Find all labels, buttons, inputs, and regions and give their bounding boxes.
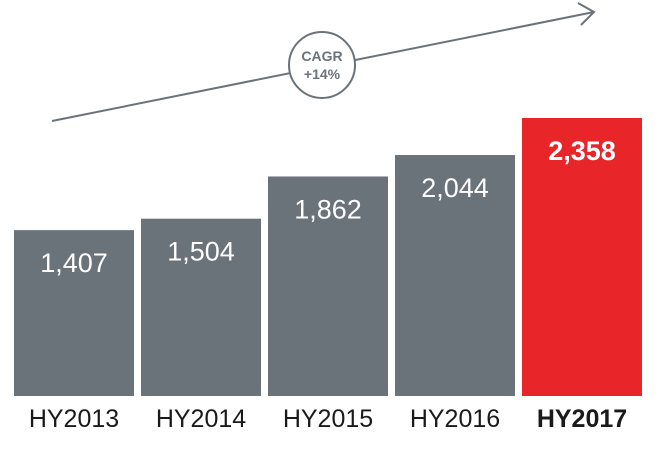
- value-label-hy2015: 1,862: [294, 194, 362, 224]
- category-label-hy2015: HY2015: [283, 405, 373, 433]
- cagr-arrow-head: [577, 2, 596, 26]
- bar-hy2013: [14, 230, 134, 396]
- value-label-hy2014: 1,504: [167, 237, 235, 267]
- bars-group: [14, 118, 642, 396]
- cagr-badge-circle: [288, 31, 356, 99]
- category-label-hy2013: HY2013: [29, 405, 119, 433]
- cagr-badge-title: CAGR: [301, 48, 342, 64]
- category-labels-group: HY2013 HY2014 HY2015 HY2016 HY2017: [29, 405, 627, 433]
- cagr-badge-value: +14%: [304, 66, 341, 82]
- bar-hy2016: [395, 155, 515, 396]
- bar-hy2014: [141, 218, 261, 396]
- category-label-hy2017: HY2017: [537, 405, 627, 433]
- value-label-hy2013: 1,407: [40, 248, 108, 278]
- bar-hy2015: [268, 176, 388, 396]
- value-label-hy2017: 2,358: [548, 136, 616, 166]
- value-label-hy2016: 2,044: [421, 173, 489, 203]
- bar-hy2017: [522, 118, 642, 396]
- cagr-badge: CAGR +14%: [288, 31, 356, 99]
- category-label-hy2016: HY2016: [410, 405, 500, 433]
- value-labels-group: 1,407 1,504 1,862 2,044 2,358: [40, 136, 616, 278]
- category-label-hy2014: HY2014: [156, 405, 246, 433]
